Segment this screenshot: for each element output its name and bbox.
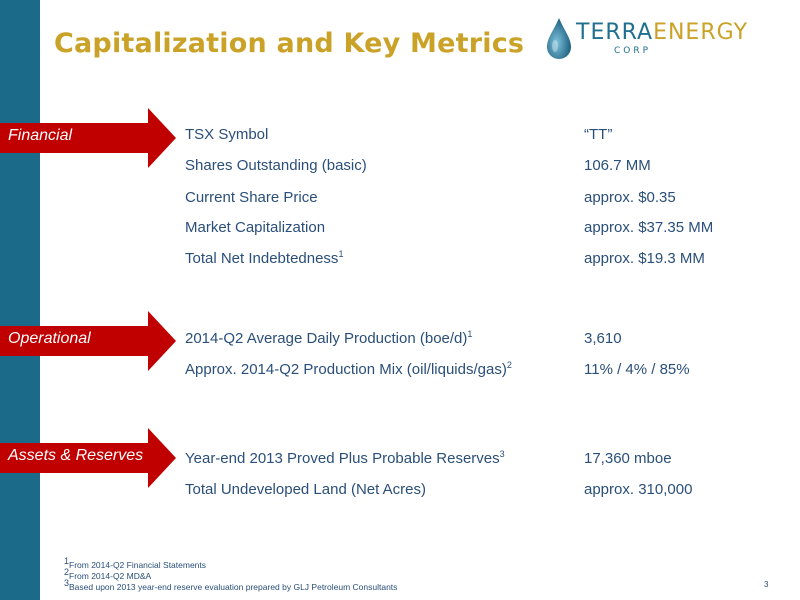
footnote: 1From 2014-Q2 Financial Statements xyxy=(64,556,207,570)
metric-label: Year-end 2013 Proved Plus Probable Reser… xyxy=(185,449,505,468)
section-arrow-financial: Financial xyxy=(0,108,176,168)
metric-label: Total Undeveloped Land (Net Acres) xyxy=(185,481,426,498)
page-number: 3 xyxy=(764,580,769,589)
metric-label: Shares Outstanding (basic) xyxy=(185,157,367,174)
metric-label: TSX Symbol xyxy=(185,126,269,143)
footnote-ref: 3 xyxy=(499,449,505,459)
section-arrow-operational: Operational xyxy=(0,311,176,371)
logo-part1: TERRA xyxy=(576,20,654,45)
metric-label: Approx. 2014-Q2 Production Mix (oil/liqu… xyxy=(185,360,512,379)
metric-value: “TT” xyxy=(584,126,613,143)
metric-value: approx. 310,000 xyxy=(584,481,693,498)
metric-value: approx. $0.35 xyxy=(584,189,676,206)
metric-value: approx. $37.35 MM xyxy=(584,219,714,236)
arrow-shape xyxy=(0,108,176,168)
oil-drop-icon xyxy=(547,18,571,59)
metric-value: 3,610 xyxy=(584,330,622,347)
company-logo: TERRAENERGY CORP xyxy=(544,10,784,70)
logo-part2: ENERGY xyxy=(653,20,749,45)
metric-value: approx. $19.3 MM xyxy=(584,250,705,267)
footnote: 2From 2014-Q2 MD&A xyxy=(64,567,152,581)
section-label: Operational xyxy=(8,330,91,347)
metric-label: 2014-Q2 Average Daily Production (boe/d)… xyxy=(185,329,473,348)
logo-wordmark: TERRAENERGY xyxy=(576,20,748,45)
metric-value: 17,360 mboe xyxy=(584,450,672,467)
section-label: Financial xyxy=(8,127,73,144)
left-accent-bar xyxy=(0,0,40,600)
arrow-shape xyxy=(0,428,176,488)
metric-label: Market Capitalization xyxy=(185,219,326,236)
section-label: Assets & Reserves xyxy=(8,447,144,464)
metric-label: Current Share Price xyxy=(185,189,318,206)
logo-subtext: CORP xyxy=(614,46,652,56)
metric-label: Total Net Indebtedness1 xyxy=(185,249,344,268)
section-arrow-assets: Assets & Reserves xyxy=(0,428,176,488)
footnote-ref: 1 xyxy=(467,329,473,339)
footnote-ref: 2 xyxy=(506,360,512,370)
footnote: 3Based upon 2013 year-end reserve evalua… xyxy=(64,578,398,592)
footnote-ref: 1 xyxy=(338,249,344,259)
page-title: Capitalization and Key Metrics xyxy=(54,28,525,59)
arrow-shape xyxy=(0,311,176,371)
footnotes: 1From 2014-Q2 Financial Statements 2From… xyxy=(64,556,398,593)
metric-value: 11% / 4% / 85% xyxy=(584,361,690,378)
metric-value: 106.7 MM xyxy=(584,157,651,174)
